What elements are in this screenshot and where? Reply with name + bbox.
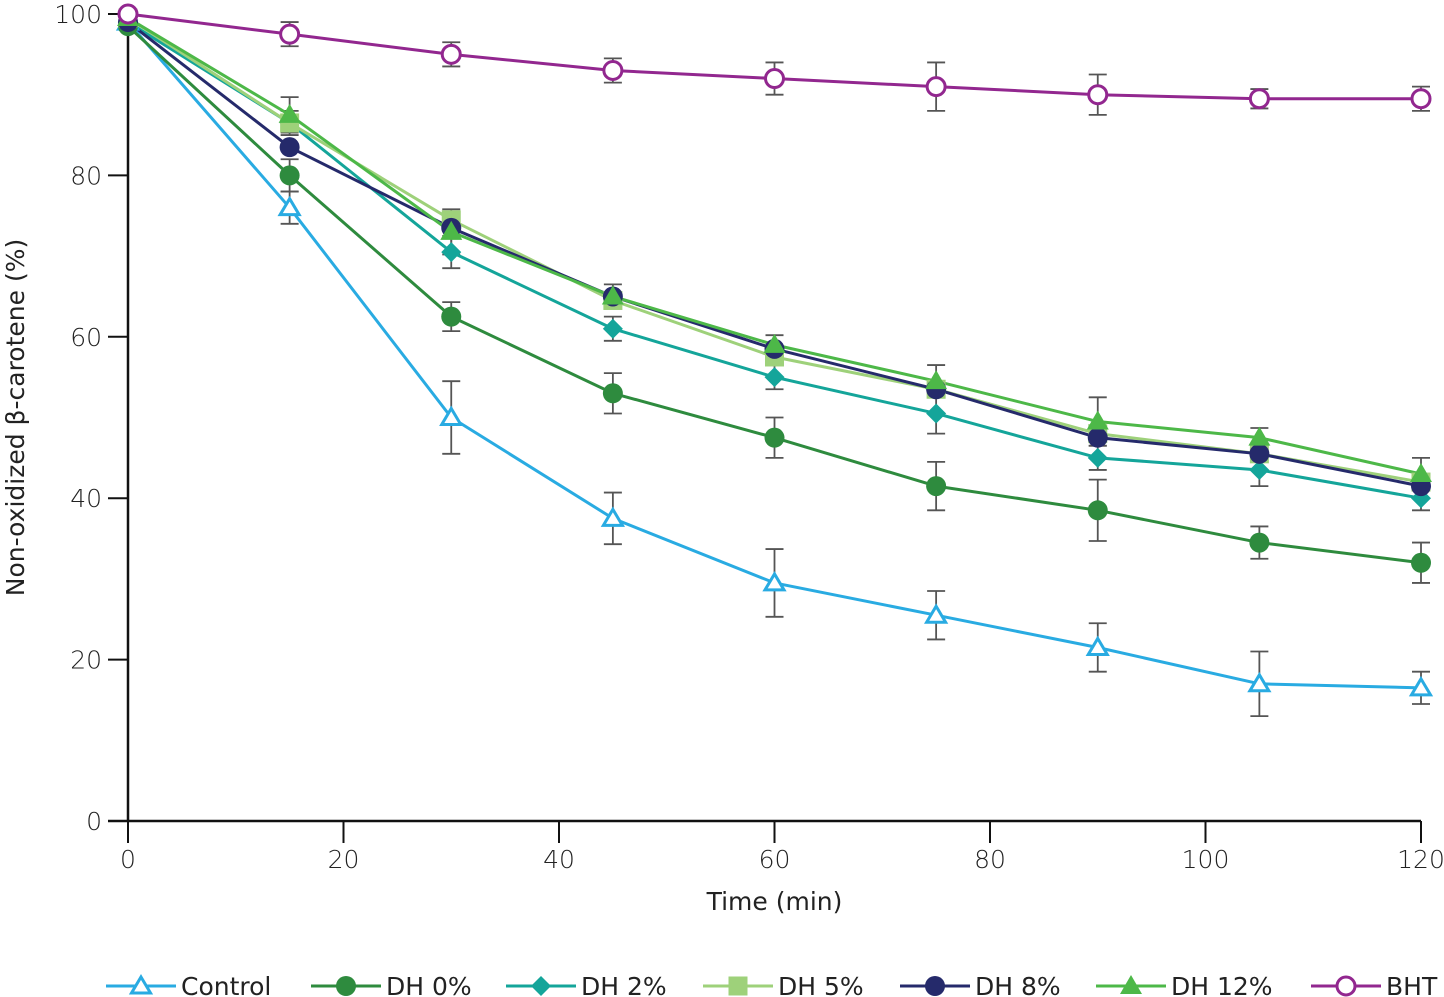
data-point-dh-2pct	[1087, 447, 1108, 468]
data-point-dh-12pct	[1086, 410, 1109, 430]
data-point-dh-12pct	[278, 103, 301, 123]
x-tick-label: 40	[543, 845, 575, 874]
data-point-bht	[279, 23, 301, 45]
y-tick-label: 80	[70, 161, 102, 190]
x-tick-label: 120	[1397, 845, 1444, 874]
x-tick-label: 100	[1182, 845, 1230, 874]
data-point-dh-0pct	[279, 165, 300, 186]
y-tick-label: 20	[70, 646, 102, 675]
data-point-control	[923, 603, 949, 624]
legend-item-dh-2pct: DH 2%	[506, 972, 667, 997]
data-point-dh-0pct	[926, 476, 947, 497]
legend-label: DH 5%	[778, 972, 864, 997]
legend-marker	[1335, 975, 1357, 997]
legend-item-dh-5pct: DH 5%	[703, 972, 864, 997]
legend-item-bht: BHT	[1311, 972, 1438, 997]
data-point-bht	[1410, 88, 1432, 110]
legend-marker	[336, 976, 356, 996]
legend-marker	[728, 976, 748, 996]
series-markers	[115, 3, 1434, 697]
legend-marker	[925, 976, 945, 996]
data-point-bht	[117, 3, 139, 25]
legend-label: DH 0%	[386, 972, 472, 997]
data-point-bht	[1087, 84, 1109, 106]
axes	[108, 14, 1421, 823]
markers-dh-0pct	[118, 16, 1431, 573]
data-point-dh-0pct	[764, 427, 785, 448]
data-point-bht	[440, 43, 462, 65]
x-tick-label: 60	[759, 845, 791, 874]
x-tick-label: 80	[974, 845, 1006, 874]
data-point-dh-2pct	[441, 242, 462, 263]
legend-label: BHT	[1386, 972, 1438, 997]
legend-label: DH 2%	[581, 972, 667, 997]
legend: Control DH 0% DH 2% DH 5% DH 8% DH 12% BHT	[106, 972, 1438, 997]
legend-item-control: Control	[106, 972, 271, 997]
data-point-bht	[764, 68, 785, 90]
data-point-control	[439, 405, 464, 426]
data-point-dh-0pct	[1249, 532, 1270, 553]
data-point-dh-8pct	[1249, 443, 1270, 464]
data-point-dh-12pct	[763, 333, 786, 353]
legend-label: DH 12%	[1171, 972, 1273, 997]
data-point-control	[1408, 675, 1434, 697]
data-point-control	[1085, 635, 1110, 656]
legend-marker	[128, 974, 154, 995]
data-point-dh-2pct	[926, 403, 947, 424]
y-ticks: 0 20 40 60 80 100	[54, 0, 128, 836]
legend-item-dh-8pct: DH 8%	[900, 972, 1061, 997]
y-tick-label: 0	[86, 807, 102, 836]
data-point-dh-12pct	[440, 220, 463, 240]
markers-control	[115, 10, 1434, 697]
data-point-bht	[602, 59, 624, 81]
x-ticks: 0 20 40 60 80 100 120	[120, 821, 1444, 874]
x-tick-label: 0	[120, 845, 136, 874]
data-point-control	[277, 195, 302, 217]
x-axis-title: Time (min)	[706, 887, 843, 916]
data-point-control	[600, 506, 626, 527]
data-point-control	[1247, 671, 1272, 693]
data-point-dh-12pct	[1248, 426, 1271, 446]
x-tick-label: 20	[328, 845, 360, 874]
markers-bht	[117, 3, 1432, 110]
data-point-bht	[925, 76, 947, 98]
legend-marker	[531, 976, 551, 996]
data-point-dh-2pct	[602, 318, 623, 339]
data-point-dh-2pct	[764, 367, 785, 388]
legend-item-dh-12pct: DH 12%	[1096, 972, 1273, 997]
data-point-dh-12pct	[1410, 462, 1432, 482]
legend-label: DH 8%	[975, 972, 1061, 997]
data-point-dh-0pct	[1411, 552, 1431, 573]
y-tick-label: 40	[70, 484, 102, 513]
series-line-dh-0pct	[126, 25, 1422, 565]
data-point-bht	[1248, 88, 1270, 110]
data-point-dh-8pct	[1087, 427, 1108, 448]
legend-label: Control	[181, 972, 271, 997]
data-point-dh-12pct	[925, 370, 948, 390]
y-tick-label: 100	[54, 0, 102, 29]
legend-marker	[1120, 975, 1142, 994]
data-point-dh-12pct	[601, 285, 624, 305]
data-point-dh-0pct	[1087, 500, 1108, 521]
data-point-dh-2pct	[1249, 459, 1270, 480]
y-tick-label: 60	[70, 323, 102, 352]
y-axis-title: Non-oxidized β-carotene (%)	[1, 239, 30, 596]
data-point-dh-0pct	[602, 383, 623, 404]
data-point-dh-8pct	[279, 137, 300, 158]
legend-item-dh-0pct: DH 0%	[311, 972, 472, 997]
data-point-control	[762, 570, 787, 592]
data-point-dh-0pct	[441, 306, 462, 327]
